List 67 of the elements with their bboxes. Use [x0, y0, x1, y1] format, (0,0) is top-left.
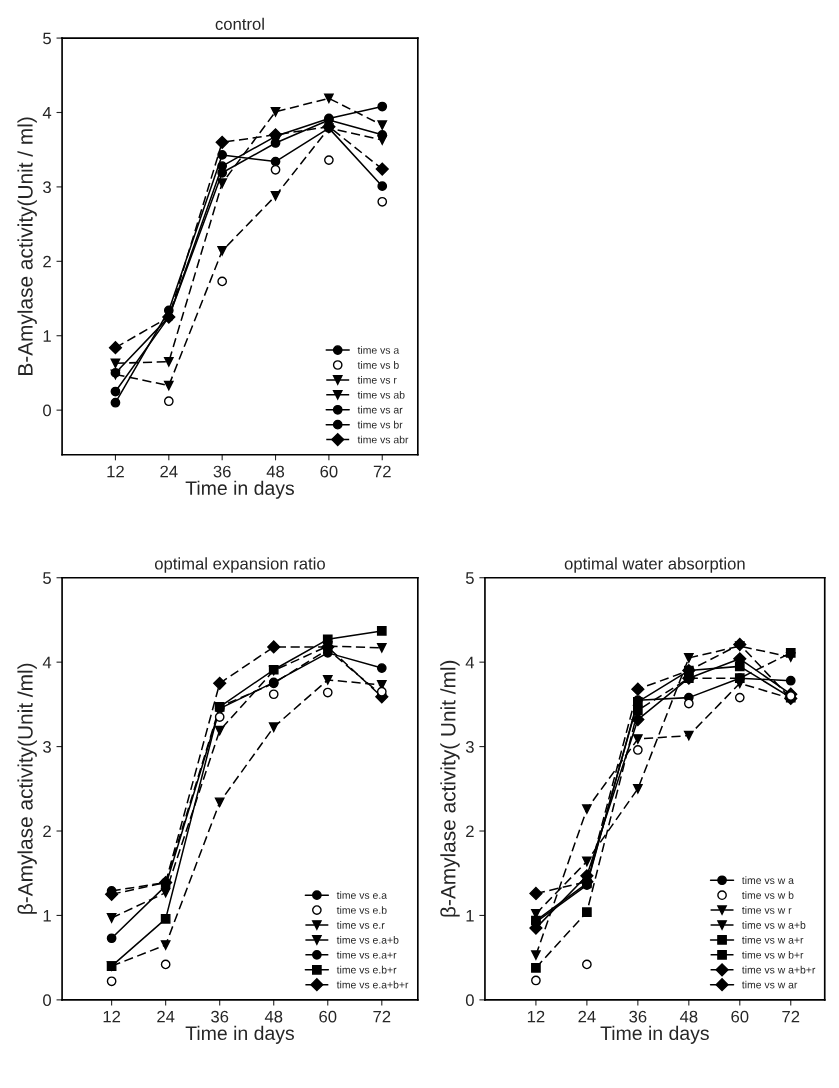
- legend-label: time vs a: [357, 346, 400, 354]
- x-tick-label: 72: [782, 1010, 800, 1023]
- y-tick-label: 0: [465, 994, 474, 1007]
- chart-title: optimal water absorption: [564, 557, 745, 573]
- y-axis-title: β-Amylase activity(Unit /ml): [17, 663, 37, 914]
- y-tick-label: 5: [43, 32, 51, 45]
- legend-label: time vs w b: [742, 891, 794, 899]
- x-axis-title: Time in days: [185, 480, 294, 499]
- x-tick-label: 60: [319, 1010, 337, 1023]
- y-tick-label: 1: [43, 910, 51, 922]
- legend-label: time vs e.a+b+r: [336, 980, 409, 989]
- y-tick-label: 1: [43, 330, 51, 342]
- y-tick-label: 3: [43, 740, 51, 753]
- x-axis-title: Time in days: [600, 1025, 709, 1044]
- x-tick-label: 48: [264, 1010, 283, 1023]
- x-tick-label: 48: [266, 465, 285, 478]
- x-tick-label: 36: [211, 1010, 229, 1023]
- legend-label: time vs e.a: [336, 891, 388, 899]
- x-tick-label: 12: [103, 1010, 121, 1023]
- x-tick-label: 24: [157, 1010, 175, 1023]
- x-tick-label: 72: [373, 465, 391, 478]
- y-tick-label: 2: [43, 255, 51, 268]
- x-tick-label: 36: [213, 465, 231, 478]
- legend-label: time vs e.a+r: [336, 950, 397, 959]
- legend-label: time vs w a+r: [742, 936, 804, 944]
- legend-label: time vs b: [357, 361, 399, 369]
- legend-label: time vs w a: [742, 876, 794, 885]
- y-tick-label: 0: [43, 994, 52, 1007]
- y-tick-label: 4: [42, 107, 52, 119]
- legend-label: time vs w a+b: [742, 921, 806, 929]
- legend-label: time vs e.b+r: [336, 965, 397, 974]
- x-tick-label: 24: [578, 1010, 596, 1023]
- legend-label: time vs e.r: [336, 921, 385, 929]
- x-tick-label: 36: [629, 1010, 647, 1023]
- legend-label: time vs r: [357, 376, 397, 384]
- legend-label: time vs abr: [357, 435, 409, 444]
- legend-label: time vs w b+r: [742, 950, 804, 959]
- y-tick-label: 1: [466, 910, 474, 922]
- x-tick-label: 24: [160, 465, 178, 478]
- chart-title: optimal expansion ratio: [154, 557, 325, 573]
- legend-label: time vs w r: [742, 906, 792, 914]
- legend-label: time vs e.a+b: [336, 936, 399, 944]
- legend-label: time vs e.b: [336, 906, 387, 914]
- legend-label: time vs w ar: [742, 980, 798, 989]
- y-tick-label: 5: [465, 572, 474, 584]
- legend-label: time vs ab: [357, 390, 405, 399]
- x-tick-label: 72: [373, 1010, 391, 1023]
- y-tick-label: 2: [466, 825, 474, 838]
- legend-label: time vs br: [357, 420, 403, 429]
- x-tick-label: 60: [731, 1010, 749, 1023]
- legend-label: time vs ar: [357, 405, 403, 414]
- y-tick-label: 0: [43, 404, 52, 417]
- x-tick-label: 48: [679, 1010, 698, 1023]
- legend-label: time vs w a+b+r: [742, 965, 816, 974]
- y-tick-label: 2: [43, 825, 51, 838]
- y-tick-label: 5: [43, 572, 51, 584]
- y-tick-label: 4: [42, 656, 52, 669]
- y-tick-label: 3: [465, 740, 474, 753]
- x-axis-title: Time in days: [185, 1025, 294, 1044]
- x-tick-label: 60: [320, 465, 338, 478]
- y-tick-label: 4: [465, 656, 475, 669]
- x-tick-label: 12: [107, 465, 124, 478]
- x-tick-label: 12: [527, 1010, 545, 1023]
- y-tick-label: 3: [43, 181, 51, 194]
- chart-title: control: [215, 17, 264, 30]
- y-axis-title: β-Amylase activity( Unit /ml): [440, 660, 460, 917]
- y-axis-title: B-Amylase activity(Unit / ml): [17, 117, 37, 375]
